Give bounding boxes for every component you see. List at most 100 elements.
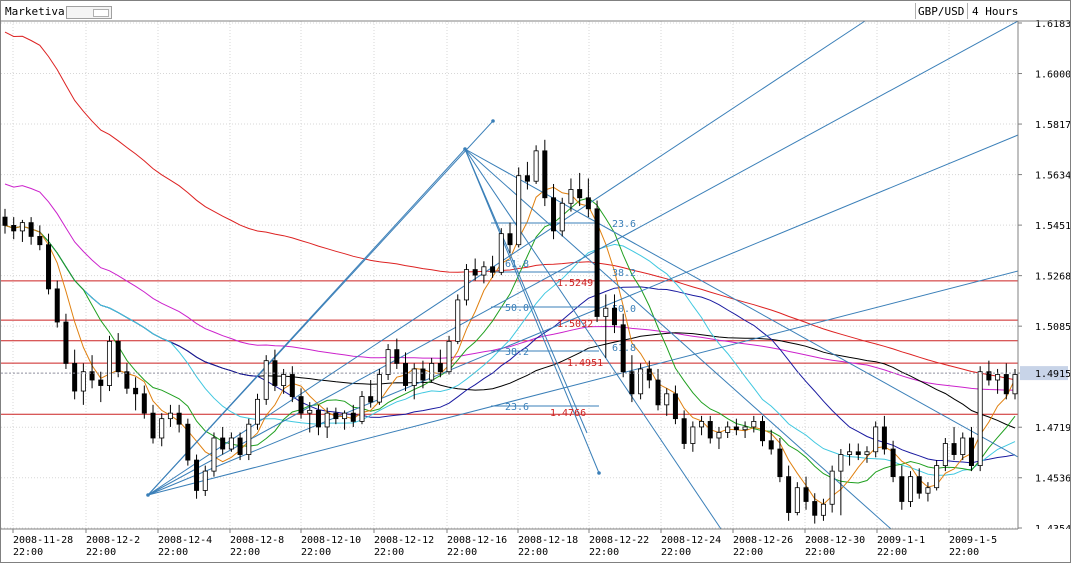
candle-up xyxy=(429,363,435,381)
candle xyxy=(960,432,966,461)
candle xyxy=(620,313,626,378)
candle-down xyxy=(37,236,43,246)
candle xyxy=(420,360,426,389)
candle-down xyxy=(63,321,69,364)
candle-up xyxy=(80,371,86,392)
candle xyxy=(716,426,722,450)
fib-fan-line xyxy=(147,20,1019,496)
ma-200-line xyxy=(4,31,1016,381)
candle xyxy=(89,355,95,389)
fib-fan-line xyxy=(147,270,1019,496)
time-tick-date: 2008-12-4 xyxy=(158,535,212,546)
time-tick-time: 22:00 xyxy=(661,547,691,558)
ma-30-line xyxy=(4,224,1016,464)
candle xyxy=(202,465,208,496)
candle xyxy=(507,222,513,253)
candle xyxy=(899,465,905,510)
candle-down xyxy=(594,208,600,317)
candle xyxy=(855,443,861,461)
candle xyxy=(638,363,644,400)
candle xyxy=(629,355,635,403)
fib-level-label: 23.6 xyxy=(505,402,529,413)
candle-up xyxy=(725,426,731,433)
toolbar-toggle[interactable] xyxy=(66,6,112,19)
time-tick-time: 22:00 xyxy=(230,547,260,558)
candle xyxy=(359,391,365,425)
candle xyxy=(516,167,522,248)
time-tick-time: 22:00 xyxy=(86,547,116,558)
timeframe-label[interactable]: 4 Hours xyxy=(972,5,1019,18)
candle xyxy=(463,264,469,306)
candle-down xyxy=(333,412,339,420)
candle xyxy=(429,357,435,383)
candle-down xyxy=(289,374,295,397)
candle-down xyxy=(194,459,200,491)
price-tick-label: 1.4719 xyxy=(1035,423,1070,434)
candle xyxy=(812,493,818,524)
candle-up xyxy=(19,222,25,232)
candle-up xyxy=(995,374,1001,381)
time-tick-date: 2008-12-24 xyxy=(661,535,721,546)
price-level-label: 1.5032 xyxy=(557,319,593,330)
candle-down xyxy=(585,197,591,210)
candle xyxy=(46,233,52,295)
candle-down xyxy=(681,418,687,444)
candle xyxy=(847,443,853,466)
time-tick-date: 2008-12-12 xyxy=(374,535,434,546)
candle-down xyxy=(611,307,617,326)
candle xyxy=(1012,368,1018,400)
symbol-label[interactable]: GBP/USD xyxy=(918,5,965,18)
candle xyxy=(751,415,757,433)
candle-down xyxy=(646,368,652,381)
candle xyxy=(403,352,409,392)
time-tick-date: 2008-12-26 xyxy=(733,535,793,546)
candle xyxy=(446,335,452,375)
candle-down xyxy=(150,412,156,439)
candle-up xyxy=(864,451,870,455)
price-axis-bg xyxy=(1018,21,1070,529)
time-tick-date: 2008-12-22 xyxy=(589,535,649,546)
candle xyxy=(324,407,330,438)
candle xyxy=(916,468,922,499)
price-tick-label: 1.5268 xyxy=(1035,272,1070,283)
candle xyxy=(664,388,670,416)
candle xyxy=(106,335,112,392)
candle xyxy=(455,294,461,345)
candle-up xyxy=(167,412,173,420)
candle xyxy=(777,437,783,483)
candle xyxy=(385,344,391,381)
candle xyxy=(176,404,182,433)
candle xyxy=(481,261,487,284)
candle xyxy=(977,366,983,472)
candle-down xyxy=(1003,374,1009,395)
candle-up xyxy=(281,374,287,386)
candle-up xyxy=(847,451,853,455)
candle xyxy=(925,482,931,502)
candle-down xyxy=(98,379,104,386)
time-tick-time: 22:00 xyxy=(13,547,43,558)
candle-down xyxy=(733,426,739,431)
candle xyxy=(559,197,565,237)
candle xyxy=(681,410,687,450)
time-tick-time: 22:00 xyxy=(158,547,188,558)
fib-fan-line xyxy=(464,148,722,530)
candle xyxy=(820,498,826,521)
candle-down xyxy=(629,371,635,395)
candle-up xyxy=(638,368,644,395)
candle xyxy=(63,313,69,369)
candle xyxy=(699,415,705,436)
candle-down xyxy=(124,371,130,389)
time-tick-date: 2008-12-18 xyxy=(518,535,578,546)
candle xyxy=(115,333,121,378)
candle xyxy=(551,183,557,240)
candle-up xyxy=(838,454,844,472)
candle xyxy=(72,349,78,400)
price-level-label: 1.4951 xyxy=(567,358,603,369)
candle-down xyxy=(786,476,792,513)
candle-up xyxy=(211,437,217,472)
time-tick-time: 22:00 xyxy=(447,547,477,558)
candle xyxy=(350,404,356,427)
candle xyxy=(873,421,879,458)
candle-up xyxy=(664,393,670,406)
